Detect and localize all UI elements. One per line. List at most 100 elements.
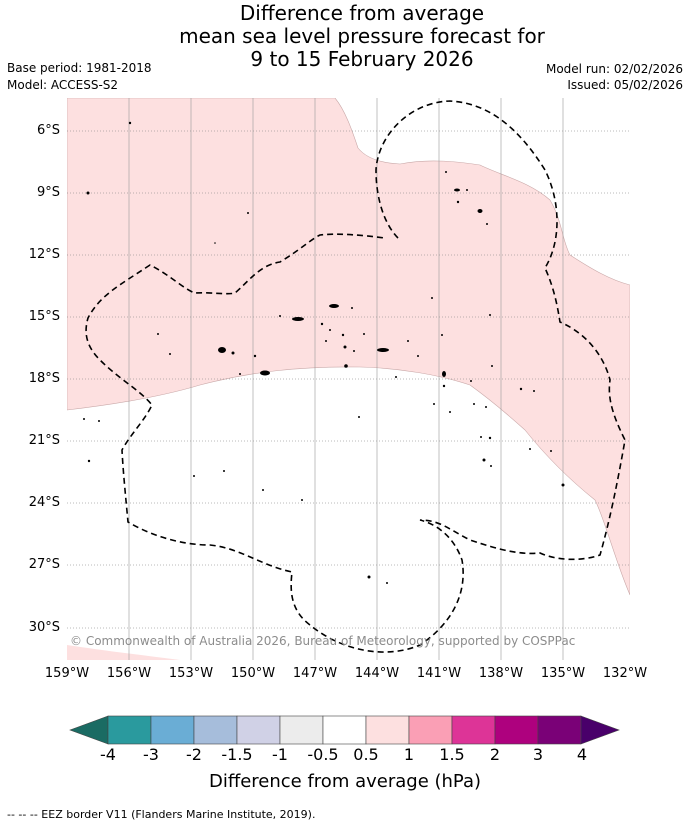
island xyxy=(292,317,304,321)
colorbar-extend-max xyxy=(580,715,620,745)
colorbar-tick-label: 1.5 xyxy=(439,745,465,764)
island xyxy=(519,387,523,391)
island xyxy=(301,499,303,501)
island xyxy=(344,364,348,368)
colorbar-tick-label: -0.5 xyxy=(307,745,339,764)
island xyxy=(377,348,389,352)
island xyxy=(98,420,100,422)
lat-label: 30°S xyxy=(28,620,60,635)
island xyxy=(431,297,433,299)
lat-label: 21°S xyxy=(28,433,60,448)
colorbar-segment xyxy=(236,715,281,745)
lon-label: 150°W xyxy=(230,666,276,681)
latitude-gridlines xyxy=(67,130,630,629)
colorbar-segment xyxy=(537,715,582,745)
colorbar-tick-label: 2 xyxy=(489,745,501,764)
lat-label: 18°S xyxy=(28,371,60,386)
colorbar-tick-label: 4 xyxy=(576,745,588,764)
island xyxy=(490,465,492,467)
islands xyxy=(83,121,565,584)
island xyxy=(341,333,345,337)
island xyxy=(193,475,195,477)
island xyxy=(442,384,446,388)
island xyxy=(477,209,483,213)
eez-borders xyxy=(85,100,626,653)
eez-border-cook-islands xyxy=(85,100,626,653)
island xyxy=(533,390,535,392)
island xyxy=(218,347,226,353)
island xyxy=(470,380,472,382)
lat-label: 27°S xyxy=(28,557,60,572)
island xyxy=(489,314,491,316)
island xyxy=(320,322,324,326)
lon-label: 144°W xyxy=(354,666,400,681)
island xyxy=(157,333,159,335)
anomaly-region-main xyxy=(67,98,630,596)
island xyxy=(456,200,460,204)
colorbar-segment xyxy=(107,715,152,745)
island xyxy=(480,436,482,438)
island xyxy=(343,345,347,349)
colorbar xyxy=(69,715,620,745)
island xyxy=(445,171,447,173)
longitude-gridlines xyxy=(128,98,564,660)
model-run-date: Model run: 02/02/2026 xyxy=(545,62,683,76)
island xyxy=(386,582,388,584)
island xyxy=(529,448,531,450)
lon-label: 153°W xyxy=(168,666,214,681)
island xyxy=(485,406,487,408)
lon-label: 135°W xyxy=(540,666,586,681)
island xyxy=(86,191,90,195)
island xyxy=(260,370,270,376)
base-period: Base period: 1981-2018 xyxy=(7,61,152,75)
lat-label: 24°S xyxy=(28,495,60,510)
island xyxy=(169,353,171,355)
lat-label: 9°S xyxy=(36,185,60,200)
anomaly-region-south xyxy=(67,645,180,660)
lat-label: 12°S xyxy=(28,247,60,262)
island xyxy=(473,403,475,405)
island xyxy=(247,212,249,214)
colorbar-tick-label: -1 xyxy=(272,745,288,764)
model-name: Model: ACCESS-S2 xyxy=(7,78,119,92)
island xyxy=(442,371,446,377)
island xyxy=(482,458,486,462)
title-line-3: 9 to 15 February 2026 xyxy=(250,47,474,71)
colorbar-tick-label: -1.5 xyxy=(221,745,253,764)
island xyxy=(253,354,257,358)
colorbar-segment xyxy=(193,715,238,745)
map-area xyxy=(67,98,630,660)
island xyxy=(395,376,397,378)
island xyxy=(363,333,365,335)
colorbar-segment xyxy=(365,715,410,745)
lon-label: 147°W xyxy=(292,666,338,681)
island xyxy=(329,329,331,331)
title-line-2: mean sea level pressure forecast for xyxy=(179,24,545,48)
colorbar-tick-label: -4 xyxy=(100,745,116,764)
lon-label: 132°W xyxy=(602,666,648,681)
colorbar-tick-label: 3 xyxy=(532,745,544,764)
island xyxy=(454,188,460,192)
island xyxy=(407,340,409,342)
colorbar-title: Difference from average (hPa) xyxy=(208,771,482,792)
colorbar-segment xyxy=(279,715,324,745)
lat-label: 6°S xyxy=(36,123,60,138)
island xyxy=(329,304,339,308)
island xyxy=(358,416,360,418)
island xyxy=(87,459,91,463)
island xyxy=(351,307,353,309)
lon-label: 138°W xyxy=(478,666,524,681)
island xyxy=(550,450,552,452)
island xyxy=(353,350,355,352)
island xyxy=(214,242,216,244)
island xyxy=(488,436,492,440)
island xyxy=(325,340,327,342)
colorbar-segment xyxy=(150,715,195,745)
lon-label: 141°W xyxy=(416,666,462,681)
colorbar-tick-label: -2 xyxy=(186,745,202,764)
issued-date: Issued: 05/02/2026 xyxy=(567,78,683,92)
island xyxy=(449,411,451,413)
island xyxy=(433,403,435,405)
island xyxy=(486,223,488,225)
colorbar-segment xyxy=(408,715,453,745)
